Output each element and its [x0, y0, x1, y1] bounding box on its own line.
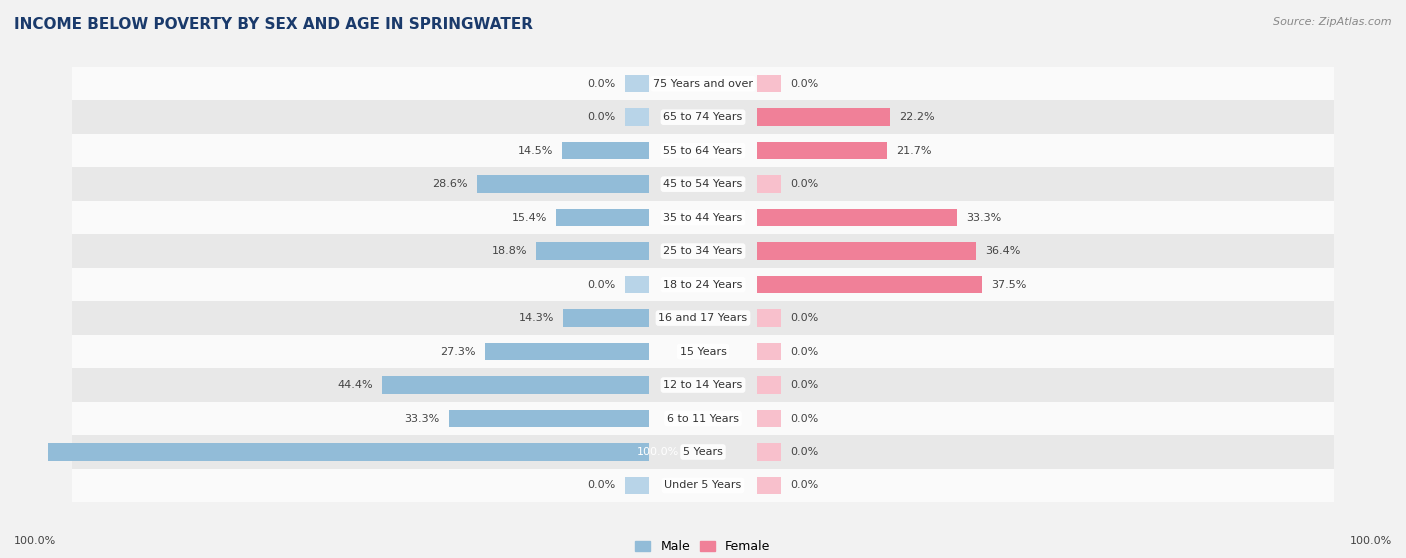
Bar	[756, 175, 782, 193]
Bar	[756, 477, 782, 494]
Text: 27.3%: 27.3%	[440, 347, 475, 357]
Bar	[382, 376, 650, 394]
Text: 35 to 44 Years: 35 to 44 Years	[664, 213, 742, 223]
Text: 0.0%: 0.0%	[588, 79, 616, 89]
Text: 25 to 34 Years: 25 to 34 Years	[664, 246, 742, 256]
Text: 18.8%: 18.8%	[492, 246, 527, 256]
Text: 22.2%: 22.2%	[900, 112, 935, 122]
Text: 0.0%: 0.0%	[588, 480, 616, 490]
Bar	[72, 368, 1334, 402]
Text: 0.0%: 0.0%	[790, 179, 818, 189]
Text: 100.0%: 100.0%	[1350, 536, 1392, 546]
Text: 33.3%: 33.3%	[966, 213, 1001, 223]
Text: 75 Years and over: 75 Years and over	[652, 79, 754, 89]
Text: 14.5%: 14.5%	[517, 146, 553, 156]
Text: 100.0%: 100.0%	[14, 536, 56, 546]
Bar	[72, 435, 1334, 469]
Bar	[485, 343, 650, 360]
Bar	[477, 175, 650, 193]
Text: 15 Years: 15 Years	[679, 347, 727, 357]
Bar	[536, 242, 650, 260]
Bar	[756, 142, 887, 160]
Text: INCOME BELOW POVERTY BY SEX AND AGE IN SPRINGWATER: INCOME BELOW POVERTY BY SEX AND AGE IN S…	[14, 17, 533, 32]
Bar	[72, 268, 1334, 301]
Bar	[756, 108, 890, 126]
Bar	[72, 469, 1334, 502]
Text: 0.0%: 0.0%	[790, 380, 818, 390]
Legend: Male, Female: Male, Female	[631, 536, 775, 557]
Bar	[756, 276, 983, 294]
Text: 0.0%: 0.0%	[588, 112, 616, 122]
Text: 36.4%: 36.4%	[984, 246, 1021, 256]
Bar	[557, 209, 650, 227]
Bar	[756, 75, 782, 93]
Bar	[72, 100, 1334, 134]
Text: 0.0%: 0.0%	[790, 79, 818, 89]
Bar	[72, 134, 1334, 167]
Bar	[756, 443, 782, 461]
Text: 16 and 17 Years: 16 and 17 Years	[658, 313, 748, 323]
Bar	[624, 75, 650, 93]
Bar	[72, 335, 1334, 368]
Text: Source: ZipAtlas.com: Source: ZipAtlas.com	[1274, 17, 1392, 27]
Text: 44.4%: 44.4%	[337, 380, 373, 390]
Text: 45 to 54 Years: 45 to 54 Years	[664, 179, 742, 189]
Text: 14.3%: 14.3%	[519, 313, 554, 323]
Text: 12 to 14 Years: 12 to 14 Years	[664, 380, 742, 390]
Text: 100.0%: 100.0%	[637, 447, 679, 457]
Text: 37.5%: 37.5%	[991, 280, 1026, 290]
Text: 6 to 11 Years: 6 to 11 Years	[666, 413, 740, 424]
Bar	[756, 209, 957, 227]
Text: 5 Years: 5 Years	[683, 447, 723, 457]
Text: 33.3%: 33.3%	[405, 413, 440, 424]
Text: 0.0%: 0.0%	[790, 347, 818, 357]
Bar	[756, 309, 782, 327]
Bar	[72, 234, 1334, 268]
Bar	[449, 410, 650, 427]
Text: 55 to 64 Years: 55 to 64 Years	[664, 146, 742, 156]
Bar	[756, 343, 782, 360]
Text: 18 to 24 Years: 18 to 24 Years	[664, 280, 742, 290]
Bar	[624, 276, 650, 294]
Text: 15.4%: 15.4%	[512, 213, 547, 223]
Bar	[756, 376, 782, 394]
Text: 0.0%: 0.0%	[790, 413, 818, 424]
Text: 0.0%: 0.0%	[790, 480, 818, 490]
Text: 21.7%: 21.7%	[897, 146, 932, 156]
Bar	[72, 402, 1334, 435]
Text: 0.0%: 0.0%	[588, 280, 616, 290]
Text: 28.6%: 28.6%	[433, 179, 468, 189]
Bar	[72, 67, 1334, 100]
Bar	[756, 242, 976, 260]
Bar	[624, 477, 650, 494]
Bar	[72, 167, 1334, 201]
Bar	[72, 301, 1334, 335]
Text: Under 5 Years: Under 5 Years	[665, 480, 741, 490]
Text: 0.0%: 0.0%	[790, 313, 818, 323]
Bar	[562, 142, 650, 160]
Bar	[48, 443, 650, 461]
Bar	[624, 108, 650, 126]
Bar	[72, 201, 1334, 234]
Bar	[756, 410, 782, 427]
Text: 0.0%: 0.0%	[790, 447, 818, 457]
Text: 65 to 74 Years: 65 to 74 Years	[664, 112, 742, 122]
Bar	[562, 309, 650, 327]
